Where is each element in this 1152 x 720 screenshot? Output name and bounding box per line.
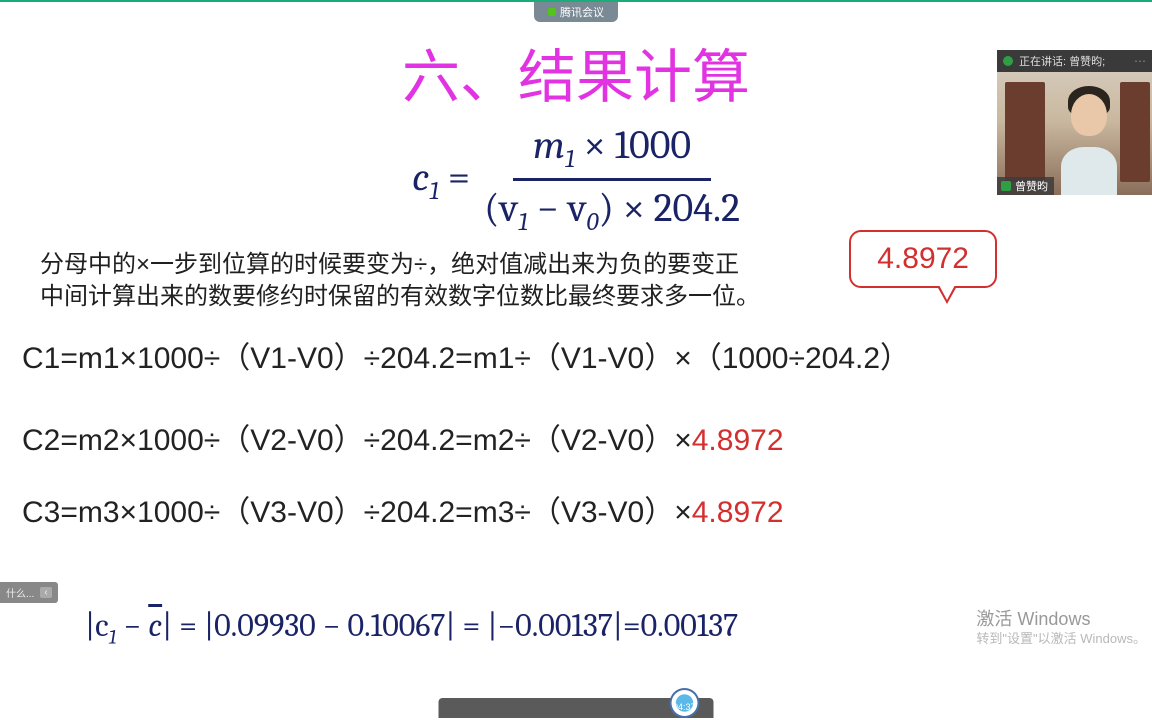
speaking-label: 正在讲话: 曾赞昀;	[1019, 53, 1105, 69]
person-icon	[1001, 181, 1011, 191]
equation-c2: C2=m2×1000÷（V2-V0）÷204.2=m2÷（V2-V0）×4.89…	[22, 426, 1130, 456]
video-feed[interactable]: 曾赞昀	[997, 72, 1152, 195]
windows-watermark: 激活 Windows 转到"设置"以激活 Windows。	[976, 608, 1146, 648]
final-equation: |c1 − c| = |0.09930 − 0.10067| = |−0.001…	[85, 607, 738, 648]
equation-c1: C1=m1×1000÷（V1-V0）÷204.2=m1÷（V1-V0）×（100…	[22, 344, 1130, 374]
left-collapsed-tab[interactable]: 什么... ‹	[0, 582, 58, 603]
speaker-label: 曾赞昀	[997, 177, 1054, 195]
bg-shape	[1120, 82, 1150, 182]
video-panel[interactable]: 正在讲话: 曾赞昀; ⋯ 曾赞昀	[997, 50, 1152, 195]
meeting-app-label: 腾讯会议	[560, 4, 604, 20]
meeting-app-tab[interactable]: 腾讯会议	[534, 2, 618, 22]
equation-c3: C3=m3×1000÷（V3-V0）÷204.2=m3÷（V3-V0）×4.89…	[22, 498, 1130, 528]
close-icon[interactable]: ⋯	[1134, 54, 1146, 68]
meeting-icon	[548, 8, 556, 16]
bg-shape	[1005, 82, 1045, 182]
slide-content: 六、结果计算 c1 = m1 × 1000 (v1 − v0) × 204.2 …	[10, 25, 1142, 710]
watermark-line2: 转到"设置"以激活 Windows。	[976, 631, 1146, 648]
left-tab-label: 什么...	[6, 585, 34, 600]
video-header: 正在讲话: 曾赞昀; ⋯	[997, 50, 1152, 72]
play-time: 04:37	[673, 702, 696, 712]
slide-title: 六、结果计算	[10, 30, 1142, 114]
mic-icon	[1003, 56, 1013, 66]
person-shape	[1061, 147, 1117, 195]
chevron-left-icon[interactable]: ‹	[40, 587, 51, 598]
main-formula: c1 = m1 × 1000 (v1 − v0) × 204.2	[10, 122, 1142, 237]
person-shape	[1071, 94, 1107, 136]
callout-value: 4.8972	[849, 230, 997, 288]
video-player-bar[interactable]: 04:37	[439, 698, 714, 718]
equation-lines: C1=m1×1000÷（V1-V0）÷204.2=m1÷（V1-V0）×（100…	[22, 344, 1130, 528]
watermark-line1: 激活 Windows	[976, 608, 1146, 631]
